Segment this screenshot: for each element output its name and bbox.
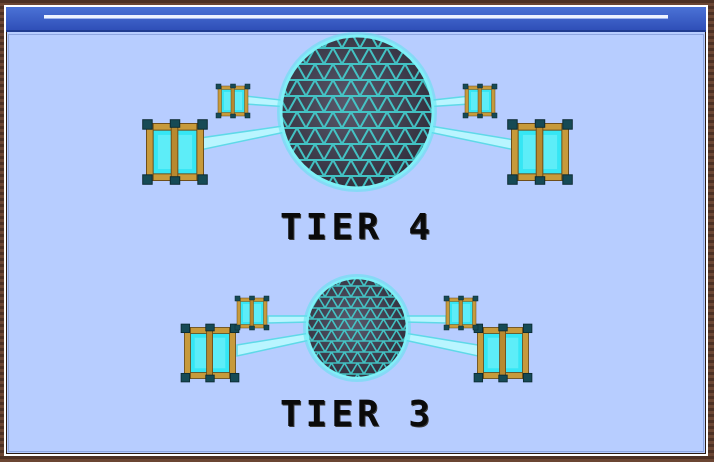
dyson-sphere-icon [303, 274, 411, 382]
collector-cube-icon [141, 118, 209, 186]
collector-cube-icon [462, 83, 498, 119]
collector-cube-icon [215, 83, 251, 119]
titlebar-rule [44, 15, 668, 19]
collector-cube-icon [473, 323, 533, 383]
tier4-structure [141, 32, 574, 192]
tier-3-label: TIER 3 [279, 394, 435, 435]
window-titlebar[interactable] [6, 7, 706, 32]
tier3-structure [180, 274, 533, 383]
tier-4-label: TIER 4 [279, 207, 435, 248]
collector-cube-icon [180, 323, 240, 383]
collector-cube-icon [506, 118, 574, 186]
dyson-sphere-icon [277, 32, 437, 192]
collector-cube-icon [443, 295, 479, 331]
collector-cube-icon [234, 295, 270, 331]
